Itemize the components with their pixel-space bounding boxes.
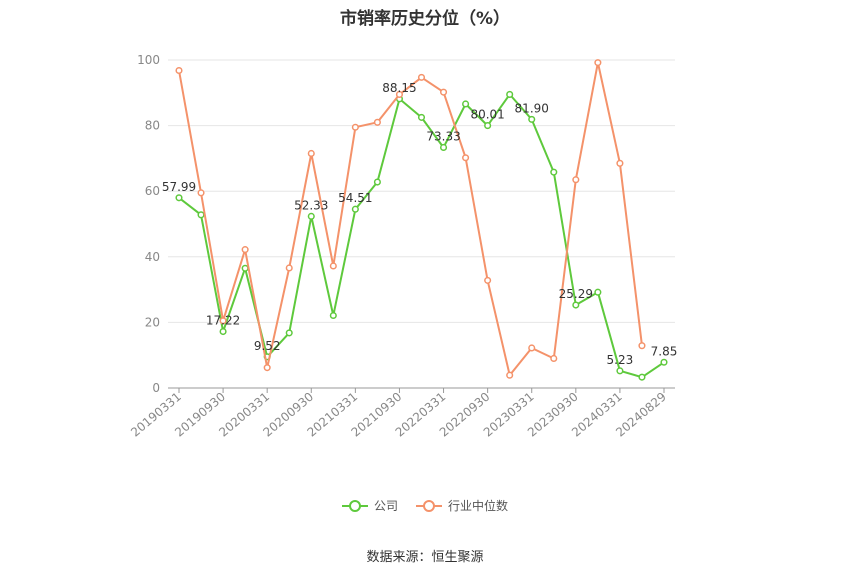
- data-point-company: [484, 122, 492, 130]
- data-point-company: [506, 90, 514, 98]
- data-point-industry: [351, 123, 359, 131]
- data-point-company: [462, 100, 470, 108]
- data-point-industry: [395, 90, 404, 98]
- data-point-company: [175, 194, 183, 202]
- data-point-company: [638, 373, 646, 381]
- series-layer: [175, 59, 668, 381]
- data-point-company: [307, 212, 315, 220]
- data-label: 73.33: [426, 129, 460, 143]
- data-label: 54.51: [338, 191, 372, 205]
- data-point-company: [616, 367, 624, 375]
- series-line-industry: [178, 61, 643, 377]
- data-labels: 57.99 17.22 9.52 52.33 54.51 88.15 73.33 80.01 8…: [162, 81, 678, 367]
- data-point-industry: [219, 317, 227, 325]
- y-tick-label: 80: [145, 119, 160, 133]
- legend-item-industry[interactable]: 行业中位数: [416, 497, 508, 514]
- data-point-company: [572, 301, 580, 309]
- data-point-company: [329, 311, 337, 320]
- data-point-company: [285, 329, 293, 337]
- y-tick-label: 40: [145, 250, 160, 264]
- data-point-company: [439, 143, 448, 152]
- data-point-industry: [594, 59, 602, 67]
- y-tick-label: 100: [137, 53, 160, 67]
- data-label: 80.01: [470, 108, 504, 122]
- data-point-industry: [638, 342, 646, 350]
- data-label: 9.52: [254, 339, 281, 353]
- data-label: 7.85: [651, 344, 678, 358]
- y-tick-label: 60: [145, 184, 160, 198]
- data-label: 88.15: [382, 81, 416, 95]
- data-point-industry: [197, 189, 205, 197]
- data-point-industry: [484, 276, 492, 284]
- legend-label-industry: 行业中位数: [448, 499, 509, 513]
- data-label: 5.23: [607, 353, 634, 367]
- data-point-industry: [439, 88, 448, 96]
- data-point-company: [219, 327, 227, 336]
- data-point-company: [594, 288, 602, 296]
- gridlines: [168, 59, 675, 323]
- data-point-industry: [572, 176, 580, 184]
- data-point-company: [241, 264, 249, 272]
- data-point-company: [373, 178, 381, 186]
- source-note: 数据来源：恒生聚源: [366, 550, 484, 565]
- data-point-industry: [241, 246, 249, 254]
- data-label: 81.90: [515, 101, 549, 115]
- legend-item-company[interactable]: 公司: [341, 497, 398, 514]
- data-point-industry: [285, 264, 293, 272]
- data-point-industry: [307, 149, 315, 158]
- legend-label-company: 公司: [373, 499, 398, 513]
- series-line-company: [178, 93, 665, 379]
- data-point-industry: [462, 154, 470, 162]
- data-label: 52.33: [294, 198, 328, 212]
- data-label: 17.22: [206, 314, 240, 328]
- data-point-industry: [329, 262, 337, 270]
- data-point-industry: [506, 371, 514, 379]
- data-point-industry: [550, 354, 558, 363]
- legend-swatch-company: [341, 499, 368, 513]
- data-point-company: [550, 168, 558, 176]
- y-tick-label: 0: [152, 381, 160, 395]
- data-point-company: [351, 205, 359, 213]
- data-point-industry: [373, 118, 381, 126]
- data-point-industry: [263, 364, 271, 372]
- legend-swatch-industry: [416, 499, 442, 513]
- chart-title: 市销率历史分位（%）: [339, 9, 511, 29]
- data-point-company: [417, 113, 426, 121]
- data-point-industry: [528, 344, 536, 352]
- data-point-industry: [417, 73, 426, 81]
- data-point-industry: [175, 66, 183, 75]
- data-label: 25.29: [559, 287, 593, 301]
- data-point-company: [197, 211, 205, 219]
- data-point-company: [528, 115, 536, 123]
- y-tick-label: 20: [145, 315, 160, 329]
- data-point-industry: [616, 159, 624, 167]
- data-label: 57.99: [162, 180, 196, 194]
- legend: 公司 行业中位数: [0, 497, 850, 514]
- data-point-company: [660, 358, 668, 366]
